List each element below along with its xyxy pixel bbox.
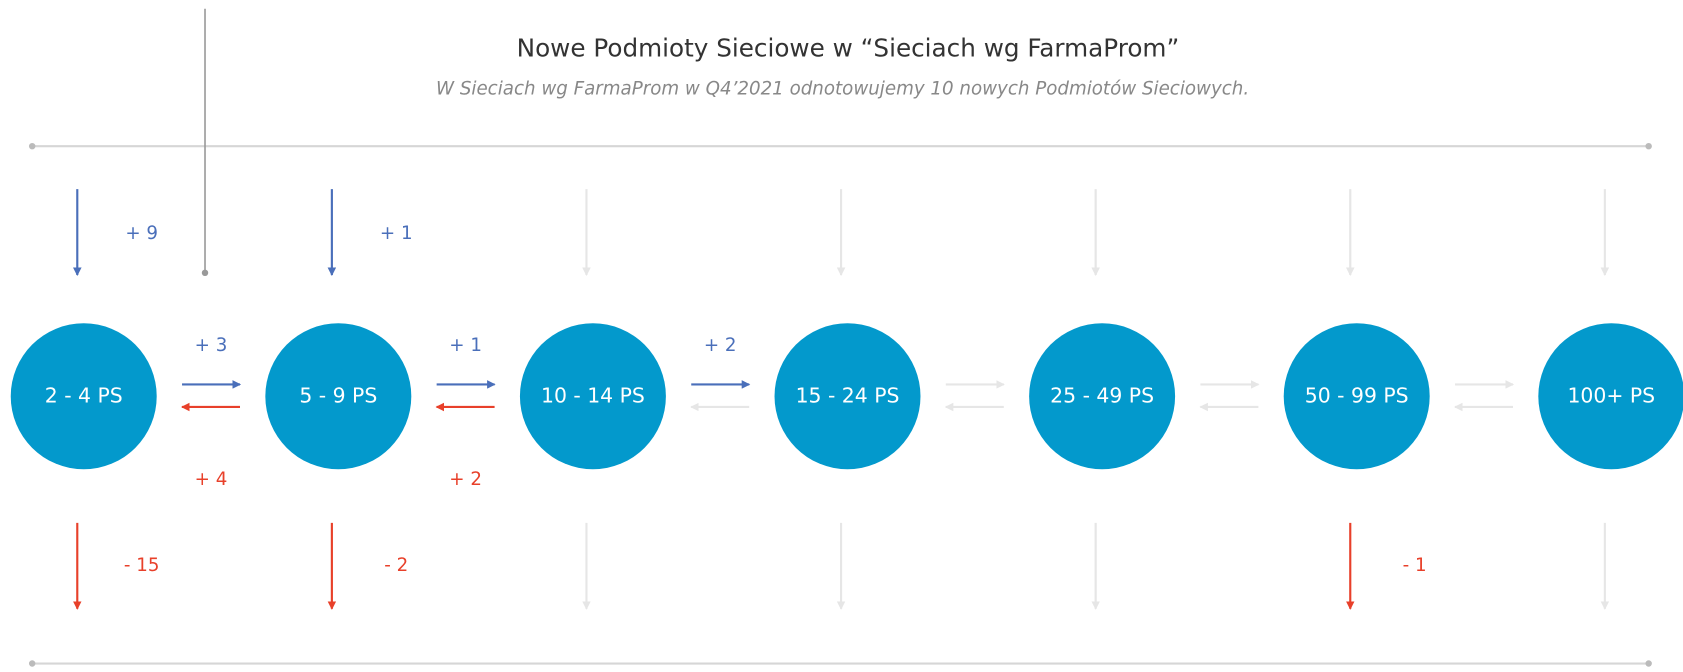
node-circle	[1029, 323, 1176, 470]
inflow-label: + 1	[380, 223, 413, 244]
subtitle: W Sieciach wg FarmaProm w Q4’2021 odnoto…	[436, 78, 1249, 99]
rule-dot	[1645, 660, 1652, 667]
rule-dot	[1645, 142, 1652, 150]
forward-label: + 3	[195, 335, 228, 356]
node-label: 10 - 14 PS	[541, 383, 645, 407]
node-circle	[1538, 323, 1683, 470]
node-label: 50 - 99 PS	[1305, 383, 1409, 407]
node-label: 100+ PS	[1567, 383, 1655, 407]
pointer-dot	[201, 269, 209, 277]
title: Nowe Podmioty Sieciowe w “Sieciach wg Fa…	[517, 34, 1180, 63]
forward-label: + 2	[704, 335, 737, 356]
node-circle	[265, 323, 412, 470]
node-label: 2 - 4 PS	[45, 383, 123, 407]
forward-label: + 1	[449, 335, 482, 356]
node-circle	[774, 323, 921, 470]
backward-label: + 2	[449, 469, 482, 490]
rule-dot	[28, 142, 36, 150]
rule-dot	[28, 660, 36, 667]
backward-label: + 4	[195, 469, 228, 490]
node-circle	[519, 323, 666, 470]
outflow-label: - 2	[384, 555, 408, 576]
inflow-label: + 9	[125, 223, 158, 244]
node-circle	[1283, 323, 1430, 470]
node-label: 25 - 49 PS	[1050, 383, 1154, 407]
outflow-label: - 1	[1403, 555, 1427, 576]
outflow-label: - 15	[124, 555, 160, 576]
node-label: 5 - 9 PS	[299, 383, 377, 407]
node-circle	[10, 323, 157, 470]
node-label: 15 - 24 PS	[796, 383, 900, 407]
